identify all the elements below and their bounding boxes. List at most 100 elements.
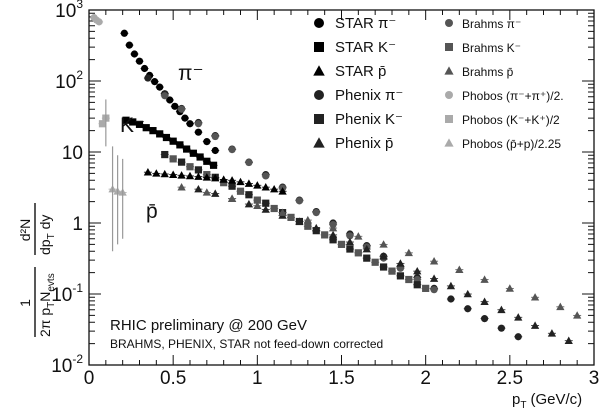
series-Brahms p̄ xyxy=(177,182,582,319)
data-point xyxy=(185,171,195,180)
x-tick-label: 1.5 xyxy=(328,368,354,389)
data-point xyxy=(177,158,186,166)
series-Phobos (K⁻+K⁺)/2 xyxy=(98,114,110,128)
series-STAR π⁻ xyxy=(120,29,220,155)
data-point xyxy=(379,252,388,260)
data-point xyxy=(177,171,186,179)
data-point xyxy=(295,197,304,205)
data-point xyxy=(396,272,405,280)
y-tick-label: 10 xyxy=(62,143,83,164)
y-tick-label: 103 xyxy=(55,0,83,22)
legend-marker xyxy=(313,65,325,76)
axis-ticks xyxy=(88,10,595,366)
data-point xyxy=(530,293,540,301)
data-point xyxy=(455,265,464,273)
data-point xyxy=(422,284,430,292)
data-point xyxy=(95,18,103,26)
x-tick-label: 3 xyxy=(589,368,600,389)
data-point xyxy=(463,289,472,298)
legend-label: Brahms K⁻ xyxy=(462,41,521,55)
data-point xyxy=(261,205,270,213)
data-point xyxy=(203,157,211,165)
y-label-frac1-den: 2π pTNevts xyxy=(37,273,57,337)
data-point xyxy=(194,128,203,136)
data-point xyxy=(270,204,278,213)
data-point xyxy=(98,120,107,128)
data-point xyxy=(278,208,287,216)
y-label-frac1-num: 1 xyxy=(17,299,33,307)
pi-minus-annotation: π⁻ xyxy=(178,62,204,85)
series-Phenix p̄ xyxy=(194,184,573,344)
x-axis-label: pT (GeV/c) xyxy=(512,391,582,411)
data-point xyxy=(464,305,472,313)
legend-marker xyxy=(445,91,453,99)
legend-label: STAR π⁻ xyxy=(335,15,396,32)
data-point xyxy=(144,74,152,82)
y-tick-label: 1 xyxy=(72,214,83,235)
rhic-preliminary-note: RHIC preliminary @ 200 GeV xyxy=(110,317,307,334)
data-point xyxy=(429,257,439,265)
data-point xyxy=(278,187,287,195)
pbar-annotation: p̄ xyxy=(146,200,158,223)
data-point xyxy=(429,274,439,282)
data-point xyxy=(169,170,178,178)
legend-marker xyxy=(445,115,453,123)
data-point xyxy=(379,240,388,248)
data-point xyxy=(181,114,189,122)
data-point xyxy=(530,321,540,329)
series-STAR p̄ xyxy=(143,168,287,195)
x-tick-label: 1 xyxy=(252,368,263,389)
legend-marker xyxy=(444,138,454,147)
legend-marker xyxy=(444,66,454,75)
data-point xyxy=(362,244,371,253)
data-point xyxy=(287,213,295,221)
data-point xyxy=(328,230,338,239)
series-Phobos (π⁻+π⁺)/2. xyxy=(90,14,104,26)
y-tick-label: 10-1 xyxy=(51,281,83,306)
data-point xyxy=(125,41,133,49)
legend-label: Phobos (π⁻+π⁺)/2. xyxy=(462,89,564,103)
data-point xyxy=(156,83,164,91)
data-point xyxy=(321,231,329,239)
data-point xyxy=(303,215,312,224)
data-point xyxy=(228,182,236,190)
data-point xyxy=(388,267,396,275)
data-point xyxy=(244,199,254,208)
data-point xyxy=(514,313,523,321)
data-point xyxy=(354,249,362,257)
data-point xyxy=(447,295,455,303)
data-point xyxy=(363,254,371,262)
series-Brahms K⁻ xyxy=(169,155,430,292)
data-point xyxy=(151,78,159,86)
data-point xyxy=(328,223,338,232)
data-point xyxy=(573,311,582,319)
data-point xyxy=(497,305,506,314)
data-point xyxy=(135,120,144,128)
legend-marker xyxy=(314,18,324,28)
data-point xyxy=(295,217,304,225)
data-point xyxy=(354,232,363,240)
legend-label: Phobos (p̄+p)/2.25 xyxy=(462,137,561,151)
data-point xyxy=(194,166,203,174)
legend-label: STAR p̄ xyxy=(335,63,386,80)
k-minus-annotation: K⁻ xyxy=(120,114,145,137)
feed-down-note: BRAHMS, PHENIX, STAR not feed-down corre… xyxy=(110,337,383,351)
data-point xyxy=(413,281,421,289)
data-point xyxy=(244,179,254,187)
data-point xyxy=(166,96,174,104)
data-point xyxy=(253,181,262,189)
data-point xyxy=(312,223,321,232)
data-point xyxy=(371,258,379,266)
data-point xyxy=(162,133,171,142)
data-point xyxy=(183,145,191,153)
data-point xyxy=(120,29,128,37)
data-point xyxy=(270,184,279,193)
data-point xyxy=(345,237,355,246)
data-point xyxy=(196,153,204,161)
legend-label: Phenix p̄ xyxy=(335,135,393,152)
series-Brahms π⁻ xyxy=(160,92,439,294)
data-point xyxy=(202,188,211,196)
legend-label: Brahms p̄ xyxy=(462,65,514,79)
data-point xyxy=(446,281,456,290)
